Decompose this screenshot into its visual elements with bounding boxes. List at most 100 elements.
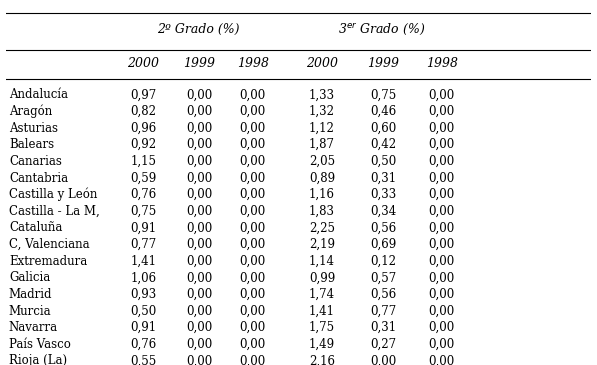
Text: 0,59: 0,59 — [130, 172, 156, 185]
Text: 0,46: 0,46 — [370, 105, 396, 118]
Text: 0,00: 0,00 — [186, 222, 212, 234]
Text: 0,00: 0,00 — [429, 172, 455, 185]
Text: 0,31: 0,31 — [370, 172, 396, 185]
Text: Balears: Balears — [9, 138, 54, 151]
Text: 0,00: 0,00 — [370, 354, 396, 365]
Text: 0,00: 0,00 — [429, 338, 455, 351]
Text: 1,16: 1,16 — [309, 188, 335, 201]
Text: 0,00: 0,00 — [429, 188, 455, 201]
Text: Castilla y León: Castilla y León — [9, 188, 97, 201]
Text: 0,00: 0,00 — [186, 138, 212, 151]
Text: 0,00: 0,00 — [240, 288, 266, 301]
Text: 0,77: 0,77 — [130, 238, 156, 251]
Text: 0,27: 0,27 — [370, 338, 396, 351]
Text: 0,00: 0,00 — [240, 354, 266, 365]
Text: 1998: 1998 — [237, 57, 269, 70]
Text: 0,00: 0,00 — [429, 305, 455, 318]
Text: Andalucía: Andalucía — [9, 88, 68, 101]
Text: 0,92: 0,92 — [130, 138, 156, 151]
Text: 0,00: 0,00 — [240, 88, 266, 101]
Text: 1,06: 1,06 — [130, 271, 156, 284]
Text: 0,60: 0,60 — [370, 122, 396, 135]
Text: 0,77: 0,77 — [370, 305, 396, 318]
Text: 2,19: 2,19 — [309, 238, 335, 251]
Text: 0,57: 0,57 — [370, 271, 396, 284]
Text: 0,76: 0,76 — [130, 188, 156, 201]
Text: 0,00: 0,00 — [186, 122, 212, 135]
Text: Asturias: Asturias — [9, 122, 58, 135]
Text: 0,99: 0,99 — [309, 271, 335, 284]
Text: 0,56: 0,56 — [370, 288, 396, 301]
Text: 0,00: 0,00 — [240, 338, 266, 351]
Text: 1,33: 1,33 — [309, 88, 335, 101]
Text: 1999: 1999 — [367, 57, 399, 70]
Text: 0,50: 0,50 — [130, 305, 156, 318]
Text: 0,00: 0,00 — [429, 88, 455, 101]
Text: 2,05: 2,05 — [309, 155, 335, 168]
Text: 0,00: 0,00 — [186, 205, 212, 218]
Text: 0,00: 0,00 — [186, 271, 212, 284]
Text: 1999: 1999 — [183, 57, 215, 70]
Text: 0,00: 0,00 — [186, 172, 212, 185]
Text: Murcia: Murcia — [9, 305, 51, 318]
Text: 0,42: 0,42 — [370, 138, 396, 151]
Text: 0,00: 0,00 — [186, 255, 212, 268]
Text: 0,56: 0,56 — [370, 222, 396, 234]
Text: 2º Grado (%): 2º Grado (%) — [157, 23, 239, 36]
Text: Rioja (La): Rioja (La) — [9, 354, 67, 365]
Text: 2,25: 2,25 — [309, 222, 335, 234]
Text: 0,00: 0,00 — [240, 321, 266, 334]
Text: Castilla - La M,: Castilla - La M, — [9, 205, 100, 218]
Text: Galicia: Galicia — [9, 271, 50, 284]
Text: 0,00: 0,00 — [186, 338, 212, 351]
Text: 0,00: 0,00 — [240, 155, 266, 168]
Text: 0,00: 0,00 — [240, 205, 266, 218]
Text: 0,00: 0,00 — [186, 354, 212, 365]
Text: 0,00: 0,00 — [240, 122, 266, 135]
Text: 0,89: 0,89 — [309, 172, 335, 185]
Text: C, Valenciana: C, Valenciana — [9, 238, 90, 251]
Text: 2000: 2000 — [127, 57, 159, 70]
Text: 2,16: 2,16 — [309, 354, 335, 365]
Text: 1,74: 1,74 — [309, 288, 335, 301]
Text: Extremadura: Extremadura — [9, 255, 87, 268]
Text: 0,97: 0,97 — [130, 88, 156, 101]
Text: País Vasco: País Vasco — [9, 338, 71, 351]
Text: 0,12: 0,12 — [370, 255, 396, 268]
Text: 1998: 1998 — [426, 57, 458, 70]
Text: Cataluña: Cataluña — [9, 222, 62, 234]
Text: 1,83: 1,83 — [309, 205, 335, 218]
Text: 0,55: 0,55 — [130, 354, 156, 365]
Text: 0,00: 0,00 — [186, 105, 212, 118]
Text: 1,12: 1,12 — [309, 122, 335, 135]
Text: Madrid: Madrid — [9, 288, 53, 301]
Text: Aragón: Aragón — [9, 105, 52, 118]
Text: Canarias: Canarias — [9, 155, 61, 168]
Text: 0,00: 0,00 — [186, 238, 212, 251]
Text: 0,96: 0,96 — [130, 122, 156, 135]
Text: 0,00: 0,00 — [429, 138, 455, 151]
Text: 2000: 2000 — [306, 57, 338, 70]
Text: 1,15: 1,15 — [131, 155, 156, 168]
Text: 0,00: 0,00 — [186, 88, 212, 101]
Text: 0,75: 0,75 — [370, 88, 396, 101]
Text: 0,00: 0,00 — [186, 321, 212, 334]
Text: 0,00: 0,00 — [186, 288, 212, 301]
Text: 0,69: 0,69 — [370, 238, 396, 251]
Text: 0,00: 0,00 — [240, 305, 266, 318]
Text: 0,00: 0,00 — [429, 238, 455, 251]
Text: 0,00: 0,00 — [429, 122, 455, 135]
Text: 0,00: 0,00 — [240, 138, 266, 151]
Text: 0,00: 0,00 — [429, 271, 455, 284]
Text: 0,00: 0,00 — [240, 172, 266, 185]
Text: 0,75: 0,75 — [130, 205, 156, 218]
Text: Navarra: Navarra — [9, 321, 58, 334]
Text: 1,87: 1,87 — [309, 138, 335, 151]
Text: 0,00: 0,00 — [429, 255, 455, 268]
Text: 0,31: 0,31 — [370, 321, 396, 334]
Text: 3$^{er}$ Grado (%): 3$^{er}$ Grado (%) — [338, 22, 426, 37]
Text: 0,00: 0,00 — [240, 188, 266, 201]
Text: 0,91: 0,91 — [130, 222, 156, 234]
Text: 0,00: 0,00 — [186, 188, 212, 201]
Text: 1,49: 1,49 — [309, 338, 335, 351]
